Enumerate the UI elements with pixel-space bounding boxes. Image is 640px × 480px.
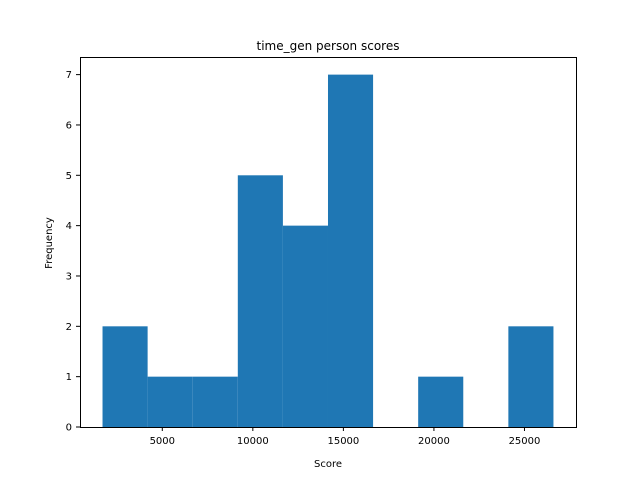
histogram-bar-4: [282, 225, 328, 427]
y-tick-label-5: 5: [66, 171, 72, 182]
y-tick-label-1: 1: [66, 372, 72, 383]
y-tick-label-7: 7: [66, 70, 72, 81]
histogram-bar-3: [237, 175, 283, 427]
x-tick-label-2: 15000: [327, 436, 359, 447]
x-tick-label-3: 20000: [418, 436, 450, 447]
bars-group: [102, 74, 554, 427]
y-tick-label-0: 0: [66, 423, 72, 434]
histogram-bar-9: [508, 326, 554, 427]
plot-frame: [80, 57, 577, 428]
y-axis-ticks: 0 1 2 3 4 5 6 7: [66, 70, 80, 434]
y-axis-label: Frequency: [44, 217, 55, 269]
x-tick-label-4: 25000: [509, 436, 541, 447]
x-tick-label-1: 10000: [237, 436, 269, 447]
histogram-bar-5: [327, 74, 374, 427]
y-tick-label-2: 2: [66, 322, 72, 333]
chart-title: time_gen person scores: [257, 39, 400, 53]
histogram-bar-1: [147, 376, 193, 427]
histogram-bar-0: [102, 326, 148, 427]
x-axis-label: Score: [314, 459, 342, 470]
x-tick-label-0: 5000: [150, 436, 175, 447]
y-tick-label-4: 4: [66, 221, 72, 232]
y-tick-label-6: 6: [66, 120, 72, 131]
histogram-bar-7: [418, 376, 464, 427]
x-axis-ticks: 5000 10000 15000 20000 25000: [150, 427, 541, 447]
y-tick-label-3: 3: [66, 271, 72, 282]
histogram-bar-2: [192, 376, 238, 427]
